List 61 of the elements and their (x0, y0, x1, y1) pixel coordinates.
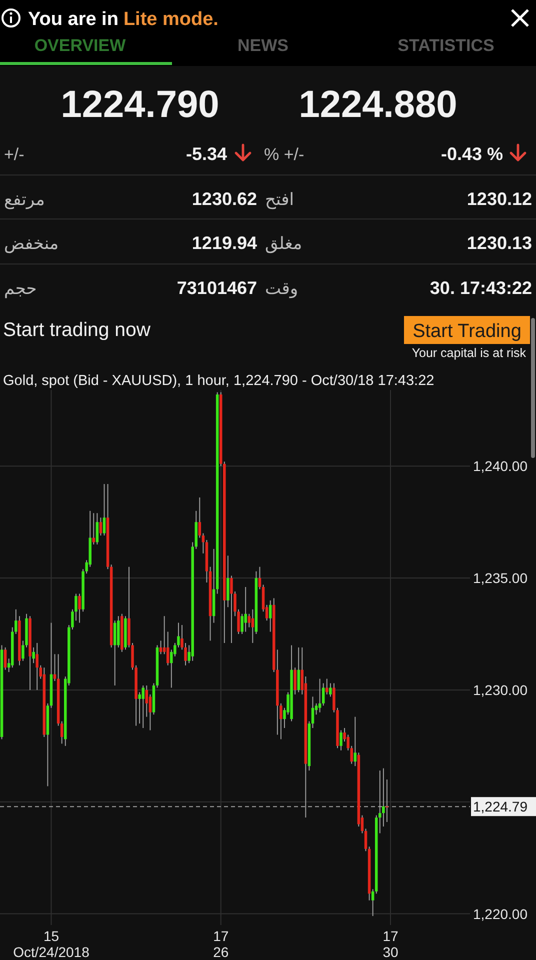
text: % +/- (264, 145, 304, 164)
candlestick (297, 646, 300, 693)
text: You are in (28, 9, 118, 30)
text: مرتفع (4, 190, 45, 210)
y-tick-label: 1,235.00 (473, 570, 528, 586)
candlestick (329, 682, 332, 698)
candlestick (386, 779, 388, 822)
text: 1230.12 (466, 189, 532, 209)
text: -0.43 % (440, 144, 503, 164)
candlestick (326, 678, 328, 695)
candlestick (138, 692, 141, 724)
candlestick (4, 646, 7, 670)
text: STATISTICS (398, 36, 494, 55)
candlestick (53, 654, 56, 682)
text: مغلق (265, 234, 302, 254)
candlestick (251, 608, 254, 644)
text: حجم (4, 279, 37, 299)
chart-title: Gold, spot (Bid - XAUUSD), 1 hour, 1,224.790 - Oct/30/18 17:43:22 (3, 373, 434, 389)
candlestick (102, 484, 106, 536)
candlestick (36, 642, 38, 690)
candlestick (244, 586, 247, 632)
candlestick (258, 566, 262, 590)
candlestick (99, 517, 102, 536)
text: 1224.790 (60, 84, 220, 126)
text: 30. 17:43:22 (430, 278, 532, 298)
text: OVERVIEW (34, 36, 127, 55)
text: Lite mode. (123, 9, 218, 30)
candlestick (159, 640, 162, 655)
candlestick (96, 512, 99, 545)
text: وقت (265, 279, 298, 299)
text: 73101467 (176, 278, 257, 298)
text: 1224.880 (298, 84, 458, 126)
x-tick-label: 17 30 (382, 928, 398, 960)
candlestick (340, 730, 342, 751)
y-tick-label: 1,230.00 (473, 682, 528, 698)
y-tick-label: 1,220.00 (473, 906, 528, 922)
y-tick-label: 1,240.00 (473, 458, 528, 474)
x-tick-label: 15 Oct/24/2018 (13, 928, 90, 960)
candlestick (268, 600, 272, 632)
candlestick (78, 593, 81, 624)
text: 1230.13 (466, 233, 532, 253)
candlestick (318, 678, 322, 713)
text: +/- (4, 145, 24, 164)
candlestick (148, 694, 152, 731)
ref-line-label: 1,224.79 (473, 798, 528, 815)
candlestick (230, 575, 233, 644)
candlestick (92, 512, 96, 545)
x-tick-label: 17 26 (213, 928, 229, 960)
text: -5.34 (186, 144, 227, 164)
candlestick (364, 828, 368, 852)
candlestick (311, 696, 314, 728)
text: NEWS (238, 36, 288, 55)
text: افتح (265, 190, 294, 210)
text: منخفض (4, 234, 59, 254)
text: Start trading now (3, 319, 152, 341)
candlestick (294, 667, 296, 695)
text: Start Trading (412, 321, 522, 342)
text: 1219.94 (192, 233, 257, 253)
text: Your capital is at risk (412, 346, 527, 360)
candlestick (142, 685, 144, 728)
text: 1230.62 (192, 189, 257, 209)
